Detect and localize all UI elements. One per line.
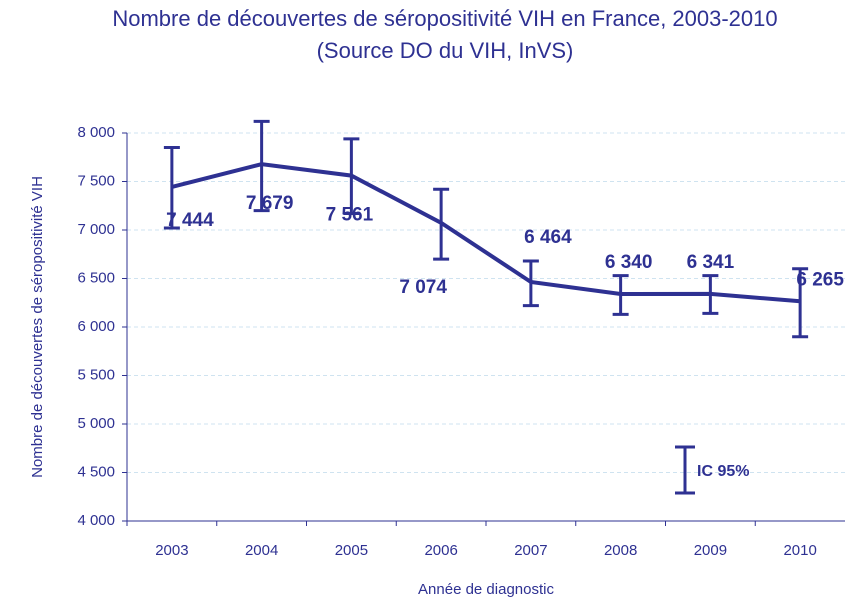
x-tick-label: 2003 [155, 542, 188, 559]
x-axis-label: Année de diagnostic [418, 581, 554, 598]
y-tick-label: 7 500 [77, 172, 115, 189]
data-label: 6 341 [687, 252, 735, 273]
data-label: 7 444 [166, 210, 214, 231]
data-label: 6 265 [796, 269, 844, 290]
data-label: 6 340 [605, 252, 653, 273]
data-label: 7 679 [246, 193, 294, 214]
data-label: 7 074 [399, 277, 447, 298]
y-tick-label: 4 500 [77, 463, 115, 480]
chart-title: Nombre de découvertes de séropositivité … [112, 6, 777, 31]
data-line [171, 162, 801, 304]
y-tick-label: 8 000 [77, 124, 115, 141]
x-tick-label: 2005 [335, 542, 368, 559]
y-tick-label: 5 000 [77, 415, 115, 432]
x-tick-label: 2006 [424, 542, 457, 559]
y-tick-label: 4 000 [77, 512, 115, 529]
data-label: 7 561 [326, 205, 374, 226]
data-label: 6 464 [524, 227, 572, 248]
x-tick-label: 2004 [245, 542, 278, 559]
y-tick-label: 5 500 [77, 366, 115, 383]
x-tick-label: 2010 [783, 542, 816, 559]
y-tick-label: 6 500 [77, 269, 115, 286]
legend-label: IC 95% [697, 463, 749, 480]
chart-subtitle: (Source DO du VIH, InVS) [317, 38, 574, 63]
y-tick-label: 6 000 [77, 318, 115, 335]
y-tick-label: 7 000 [77, 221, 115, 238]
x-tick-label: 2009 [694, 542, 727, 559]
y-axis-label: Nombre de découvertes de séropositivité … [29, 176, 46, 478]
x-tick-label: 2007 [514, 542, 547, 559]
x-tick-label: 2008 [604, 542, 637, 559]
